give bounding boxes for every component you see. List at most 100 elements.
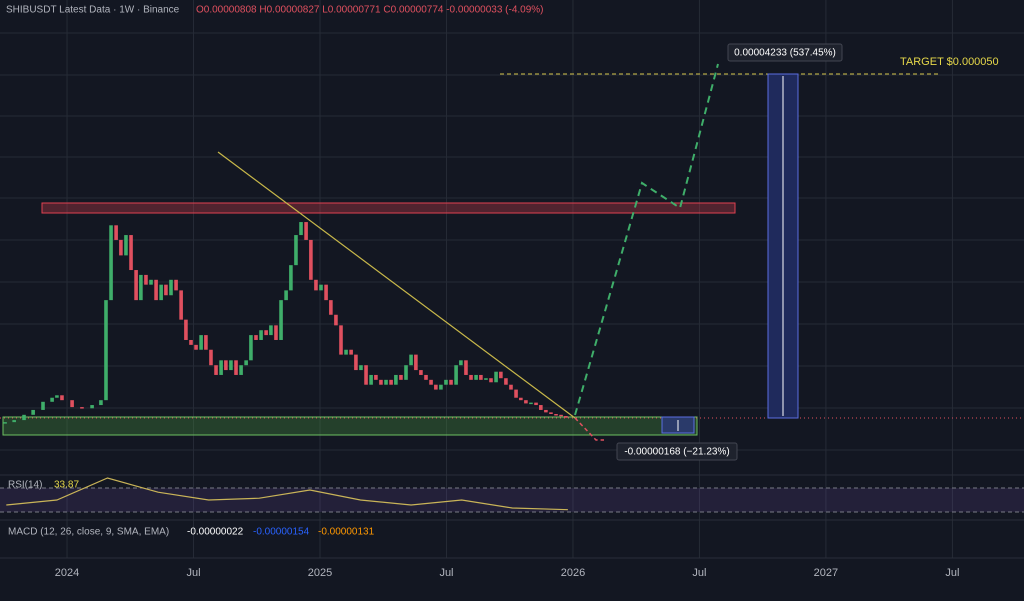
candle — [124, 235, 128, 256]
candle — [419, 370, 423, 375]
candle — [404, 365, 408, 380]
candle — [559, 414, 563, 417]
candle — [439, 384, 443, 390]
candle — [459, 360, 463, 366]
candle — [164, 284, 168, 296]
candle — [324, 284, 328, 301]
candle — [509, 384, 513, 390]
macd-hist-value: -0.00000022 — [187, 527, 244, 538]
candle — [294, 235, 298, 266]
candle — [444, 379, 448, 385]
chart-title: SHIBUSDT Latest Data · 1W · Binance — [6, 5, 180, 16]
candle — [264, 330, 268, 336]
candle — [174, 279, 178, 291]
candle — [394, 374, 398, 385]
rsi-line — [6, 477, 568, 511]
candle — [499, 371, 503, 379]
candle — [41, 401, 45, 410]
candle — [204, 335, 208, 350]
candle — [144, 274, 148, 285]
candle — [50, 397, 54, 402]
candle — [359, 365, 363, 371]
candle — [349, 349, 353, 355]
candle — [389, 379, 393, 385]
gain-label: 0.00004233 (537.45%) — [734, 48, 836, 59]
candle — [254, 335, 258, 340]
candle — [189, 339, 193, 345]
candle — [259, 330, 263, 340]
candle — [409, 354, 413, 366]
candle — [344, 349, 348, 355]
grid — [0, 0, 1024, 558]
candle — [104, 300, 108, 401]
candle — [31, 409, 35, 415]
candle — [70, 400, 74, 408]
candle — [229, 360, 233, 371]
candle — [364, 365, 368, 385]
candle — [119, 239, 123, 256]
candle — [329, 300, 333, 315]
candle — [479, 374, 483, 380]
candle — [564, 416, 568, 418]
candle — [369, 374, 373, 385]
candle — [414, 354, 418, 371]
candle — [209, 349, 213, 366]
candle — [469, 374, 473, 380]
candle — [449, 379, 453, 385]
macd-value: -0.00000154 — [253, 527, 310, 538]
projection-path — [574, 63, 719, 416]
candle — [429, 379, 433, 385]
candle — [319, 284, 323, 291]
candle — [539, 405, 543, 410]
candle — [149, 279, 153, 285]
candle — [109, 225, 113, 301]
x-tick-label: Jul — [945, 567, 959, 579]
candle — [244, 360, 248, 366]
candle — [334, 314, 338, 326]
candle — [99, 400, 103, 406]
candle — [60, 395, 64, 401]
candle — [114, 225, 118, 240]
candle — [224, 360, 228, 371]
candle — [354, 354, 358, 371]
trendline — [217, 151, 576, 419]
candle — [12, 420, 16, 423]
candle — [304, 222, 308, 240]
candle — [534, 402, 538, 406]
rsi-value: 33.87 — [54, 480, 79, 491]
candle — [504, 378, 508, 385]
downside-path — [574, 417, 604, 441]
candle — [80, 407, 84, 409]
candle — [3, 422, 7, 424]
candle — [549, 412, 553, 414]
candle — [299, 222, 303, 236]
macd-label: MACD (12, 26, close, 9, SMA, EMA) — [8, 527, 169, 538]
candle — [519, 397, 523, 401]
candle — [434, 384, 438, 390]
candle — [214, 365, 218, 375]
support-zone — [2, 416, 698, 436]
candle — [194, 344, 198, 350]
candle — [554, 413, 558, 416]
target-label: TARGET $0.000050 — [900, 56, 999, 68]
candle — [55, 395, 59, 398]
candle — [249, 335, 253, 361]
candle — [529, 402, 533, 405]
candle — [524, 400, 528, 404]
x-tick-label: 2027 — [814, 567, 838, 579]
candle — [179, 290, 183, 320]
candle — [129, 235, 133, 271]
candle — [269, 325, 273, 336]
candle — [22, 414, 26, 421]
candle — [544, 409, 548, 413]
candle — [514, 389, 518, 398]
rsi-label: RSI(14) — [8, 480, 42, 491]
candle — [289, 265, 293, 291]
resistance-zone — [41, 202, 736, 214]
ohlc-text: O0.00000808 H0.00000827 L0.00000771 C0.0… — [196, 5, 544, 16]
candle — [379, 379, 383, 385]
candle — [219, 360, 223, 375]
candle — [284, 290, 288, 301]
